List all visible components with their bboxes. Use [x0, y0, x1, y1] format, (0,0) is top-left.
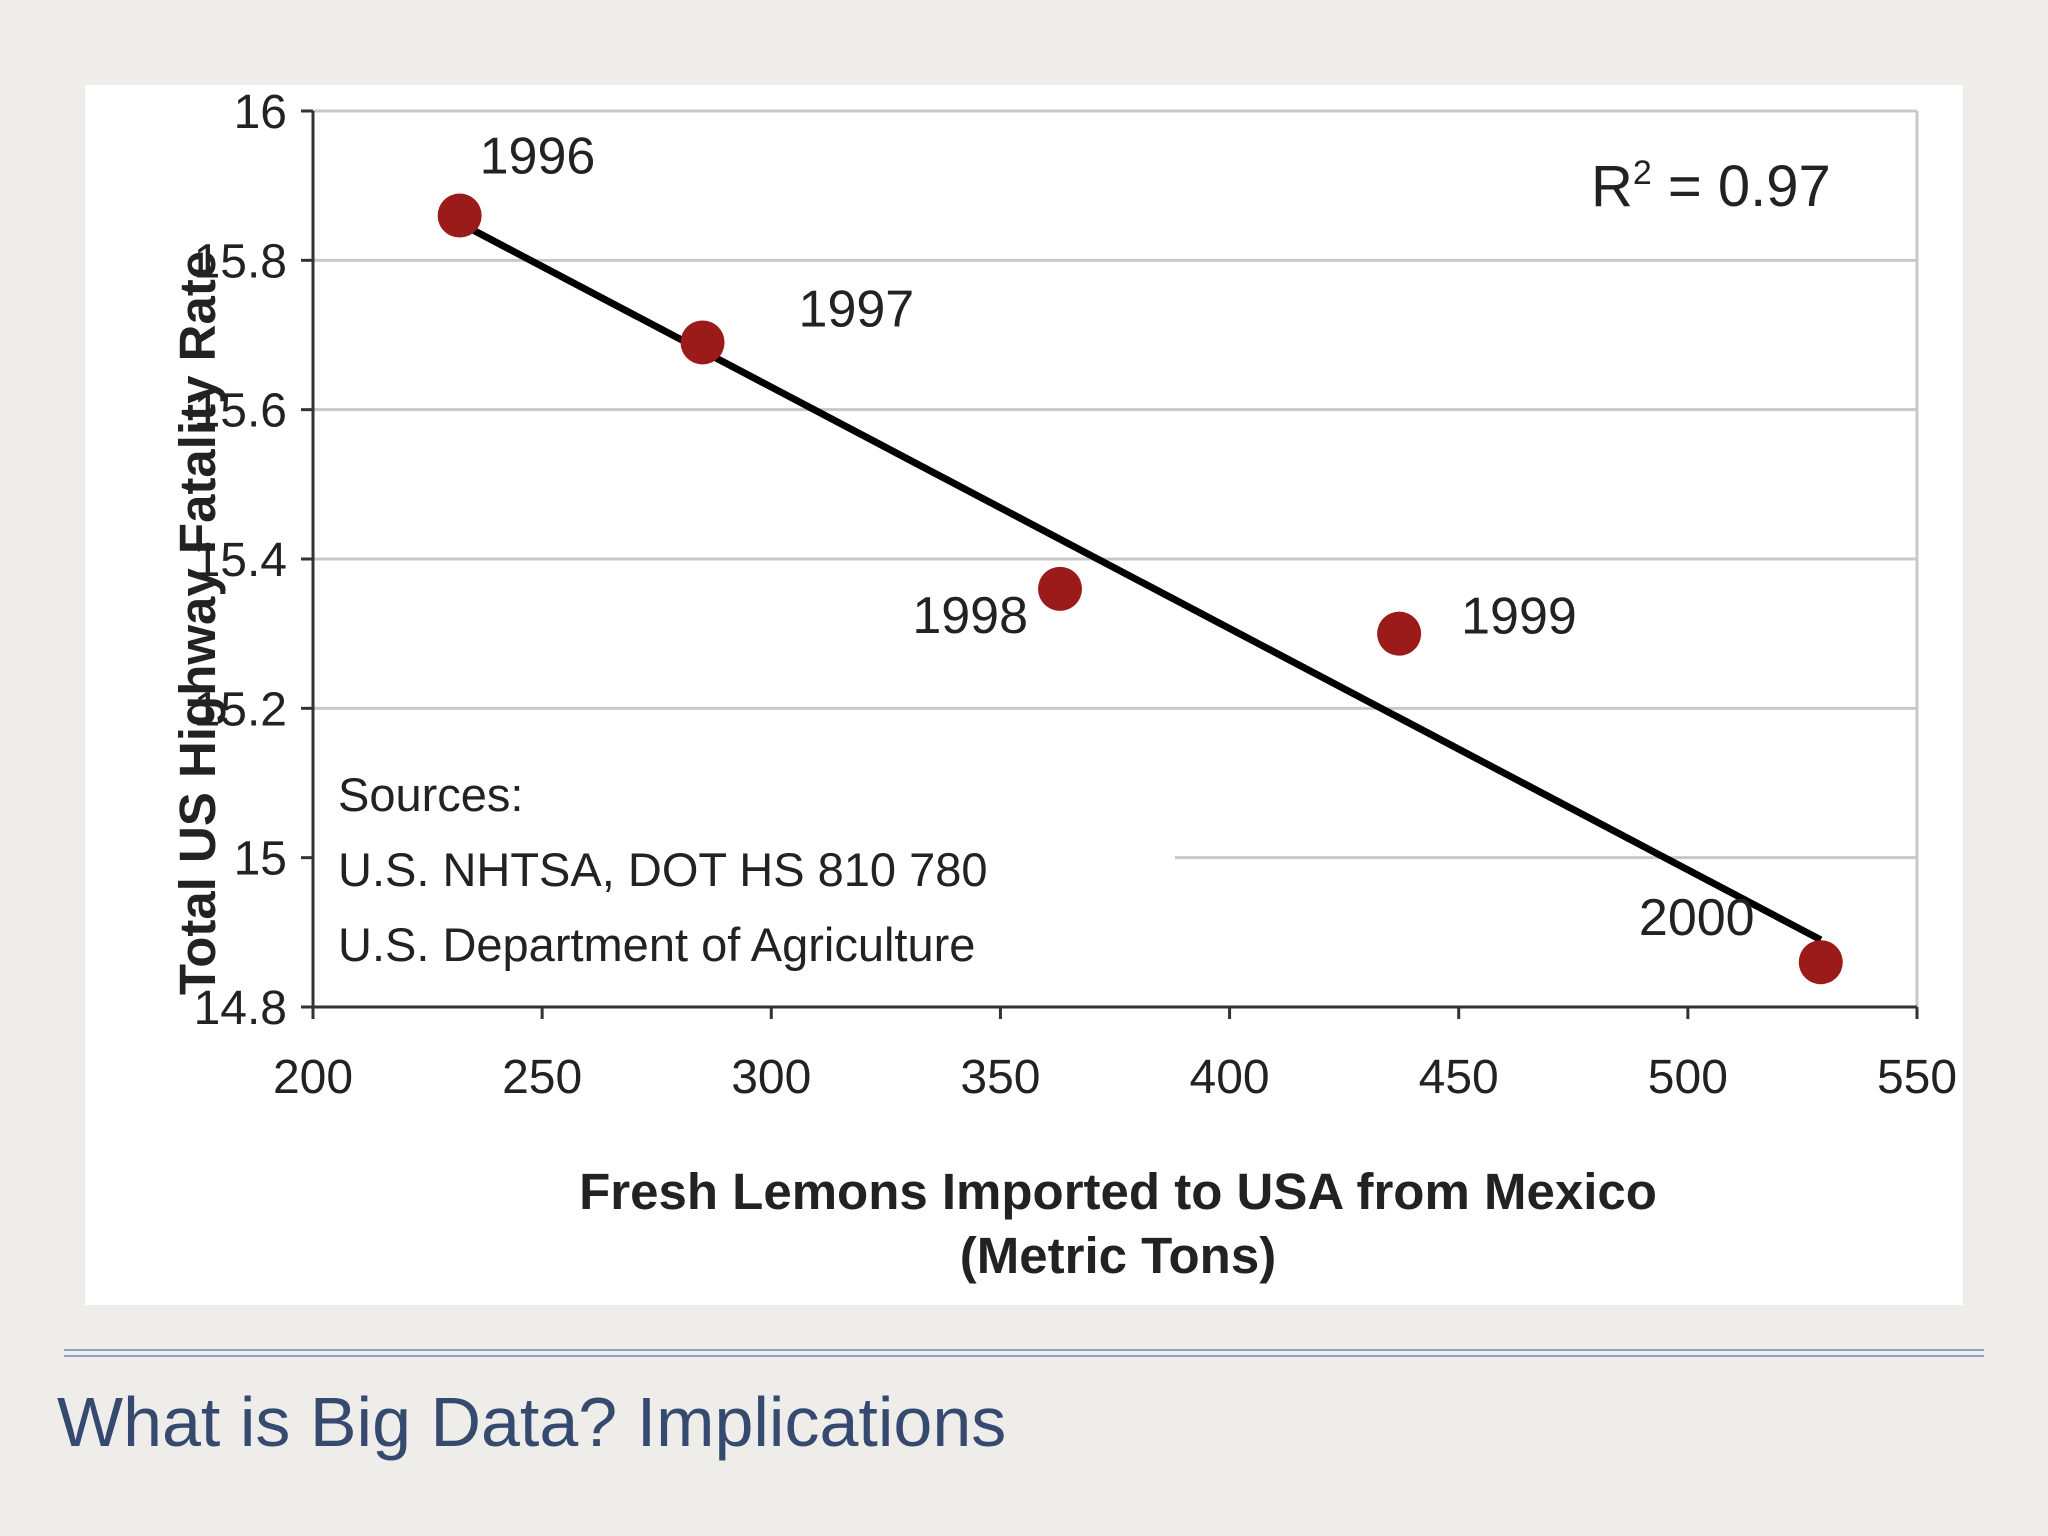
y-tick-label: 15.4	[194, 534, 287, 587]
data-points	[437, 193, 1843, 985]
slide-title: What is Big Data? Implications	[57, 1383, 1007, 1461]
y-axis-title: Total US Highway Fatality Rate	[169, 251, 226, 995]
tick-labels: 14.8 15 15.2 15.4 15.6 15.8 16 200 250 300 350 400 4…	[194, 86, 1957, 1104]
grid-lines	[313, 109, 1919, 1007]
point-label: 1996	[480, 128, 596, 186]
sources-annotation: Sources: U.S. NHTSA, DOT HS 810 780 U.S. D…	[338, 768, 988, 971]
y-tick-label: 15.6	[194, 385, 287, 438]
data-point	[680, 320, 725, 365]
scatter-chart: 14.8 15 15.2 15.4 15.6 15.8 16 200 250 300 350 400 4…	[169, 86, 1957, 1284]
x-tick-label: 350	[960, 1051, 1040, 1104]
data-point	[1377, 611, 1422, 656]
x-axis-title: Fresh Lemons Imported to USA from Mexico	[579, 1163, 1657, 1220]
sources-line: U.S. Department of Agriculture	[338, 918, 975, 971]
y-tick-label: 14.8	[194, 982, 287, 1035]
r-squared-annotation: R2 = 0.97	[1591, 154, 1831, 219]
sources-line: Sources:	[338, 768, 523, 821]
data-point	[437, 193, 482, 238]
x-tick-label: 250	[502, 1051, 582, 1104]
data-point	[1798, 940, 1843, 985]
x-tick-label: 550	[1877, 1051, 1957, 1104]
axes	[301, 109, 1919, 1019]
title-divider-top	[64, 1349, 1984, 1351]
x-tick-label: 500	[1648, 1051, 1728, 1104]
x-tick-label: 400	[1190, 1051, 1270, 1104]
x-tick-label: 200	[273, 1051, 353, 1104]
trend-line	[458, 219, 1823, 943]
y-tick-label: 15.2	[194, 683, 287, 736]
point-label: 2000	[1639, 889, 1755, 947]
chart-panel: 14.8 15 15.2 15.4 15.6 15.8 16 200 250 300 350 400 4…	[85, 85, 1963, 1305]
y-tick-label: 16	[234, 86, 287, 139]
point-label: 1998	[912, 587, 1028, 645]
y-tick-label: 15	[234, 833, 287, 886]
x-tick-label: 450	[1419, 1051, 1499, 1104]
point-label: 1997	[799, 280, 915, 338]
x-axis-title-units: (Metric Tons)	[960, 1227, 1276, 1284]
sources-line: U.S. NHTSA, DOT HS 810 780	[338, 843, 988, 896]
data-point	[1038, 566, 1083, 611]
point-label: 1999	[1461, 588, 1577, 646]
x-tick-label: 300	[731, 1051, 811, 1104]
y-tick-label: 15.8	[194, 235, 287, 288]
trend-line-segment	[458, 219, 1823, 943]
title-divider-bottom	[64, 1355, 1984, 1357]
point-labels: 1996 1997 1998 1999 2000	[480, 128, 1755, 948]
